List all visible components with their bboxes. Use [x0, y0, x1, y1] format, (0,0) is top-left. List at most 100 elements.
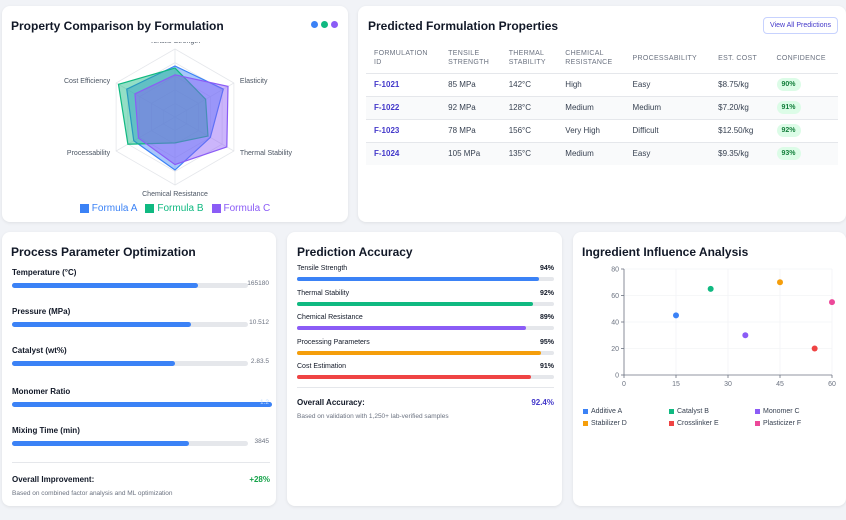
- legend-crosslinker-e: Crosslinker E: [669, 420, 755, 427]
- influence-scatter-chart: 0 20 40 60 80 0 15 30 45 60: [611, 267, 836, 389]
- table-cell: 85 MPa: [440, 72, 501, 96]
- legend-label: Plasticizer F: [763, 420, 802, 427]
- formulation-id-link[interactable]: F-1024: [366, 141, 441, 165]
- formulation-id-link[interactable]: F-1021: [366, 72, 441, 96]
- param-slider-track[interactable]: [12, 283, 248, 288]
- legend-label: Monomer C: [763, 408, 800, 415]
- accuracy-value: 91%: [539, 363, 554, 370]
- table-cell: Medium: [557, 95, 625, 119]
- radar-axis-label: Cost Efficiency: [64, 78, 111, 85]
- confidence-badge: 93%: [776, 147, 801, 161]
- table-header-row: FORMULATION ID TENSILE STRENGTH THERMAL STABI…: [366, 44, 838, 73]
- x-tick-label: 15: [672, 381, 680, 388]
- accuracy-bar-fill: [297, 375, 531, 379]
- param-slider-track[interactable]: [12, 361, 248, 366]
- param-slider-fill: [12, 361, 175, 366]
- legend-swatch: [755, 409, 760, 414]
- property-comparison-card: Property Comparison by Formulation Tensi…: [2, 6, 348, 222]
- legend-swatch: [755, 421, 760, 426]
- y-tick-label: 20: [611, 346, 619, 353]
- param-slider-track[interactable]: [12, 402, 272, 407]
- formulation-id-link[interactable]: F-1023: [366, 118, 441, 142]
- param-pressure-mpa: Pressure (MPa) 10.512: [12, 307, 272, 327]
- accuracy-bar-track: [297, 375, 554, 379]
- radar-axis-label: Tensile Strength: [150, 42, 200, 45]
- param-label: Pressure (MPa): [12, 307, 71, 316]
- table-row: F-1023 78 MPa 156°C Very High Difficult $12.5…: [366, 118, 838, 142]
- legend-formula-b: Formula B: [145, 203, 204, 214]
- influence-title: Ingredient Influence Analysis: [582, 245, 749, 259]
- table-cell: 90%: [768, 72, 838, 96]
- overall-accuracy: Overall Accuracy: 92.4% Based on validat…: [297, 398, 554, 420]
- accuracy-label: Cost Estimation: [297, 363, 347, 370]
- table-header-cell: THERMAL STABILITY: [508, 50, 546, 67]
- table-header-cell: TENSILE STRENGTH: [448, 50, 490, 67]
- param-slider-track[interactable]: [12, 322, 248, 327]
- param-value: 165180: [247, 280, 269, 287]
- accuracy-bar-fill: [297, 350, 542, 355]
- legend-label: Crosslinker E: [677, 420, 719, 427]
- accuracy-processing-parameters: Processing Parameters 95%: [297, 338, 554, 355]
- table-row: F-1022 92 MPa 128°C Medium Medium $7.20/kg 91%: [366, 95, 838, 119]
- radar-legend: Formula A Formula B Formula C: [2, 203, 348, 214]
- accuracy-bar-fill: [297, 326, 526, 330]
- improvement-label: Overall Improvement:: [12, 475, 95, 484]
- param-label: Catalyst (wt%): [12, 346, 67, 355]
- param-catalyst-wt: Catalyst (wt%) 2.83.5: [12, 346, 272, 366]
- param-mixing-time-min: Mixing Time (min) 3845: [12, 426, 272, 446]
- point-additive-a[interactable]: [673, 312, 679, 319]
- radar-axis-line: [174, 82, 235, 118]
- point-crosslinker-e[interactable]: [811, 345, 818, 352]
- param-label: Mixing Time (min): [12, 426, 80, 435]
- overall-accuracy-label: Overall Accuracy:: [297, 398, 365, 407]
- table-body: F-1021 85 MPa 142°C High Easy $8.75/kg 90% F-10…: [366, 72, 838, 165]
- param-slider-fill: [12, 283, 199, 288]
- overall-improvement: Overall Improvement: +28% Based on combi…: [12, 475, 270, 497]
- legend-swatch: [583, 409, 588, 414]
- table-cell: Medium: [624, 95, 711, 119]
- legend-swatch: [79, 204, 89, 213]
- legend-swatch: [669, 409, 674, 414]
- overall-accuracy-value: 92.4%: [531, 398, 554, 407]
- param-slider-track[interactable]: [12, 441, 248, 446]
- accuracy-bar-track: [297, 350, 554, 355]
- legend-formula-c: Formula C: [211, 203, 270, 214]
- accuracy-thermal-stability: Thermal Stability 92%: [297, 290, 554, 306]
- dot-blue: [311, 21, 318, 28]
- table-cell: $7.20/kg: [710, 95, 769, 119]
- param-slider-fill: [12, 402, 272, 407]
- confidence-badge: 90%: [776, 78, 801, 91]
- process-divider: [12, 462, 270, 463]
- accuracy-bar-track: [297, 326, 554, 330]
- process-optimization-card: Process Parameter Optimization Temperatu…: [2, 232, 276, 506]
- prediction-accuracy-card: Prediction Accuracy Tensile Strength 94% T…: [287, 232, 562, 506]
- point-monomer-c[interactable]: [742, 332, 749, 339]
- legend-additive-a: Additive A: [583, 408, 669, 415]
- legend-label: Formula B: [157, 203, 204, 214]
- formulation-id-link[interactable]: F-1022: [366, 95, 441, 119]
- ingredient-influence-card: Ingredient Influence Analysis 0 20 40 60 80 0…: [573, 232, 846, 506]
- view-all-predictions-button[interactable]: View All Predictions: [763, 17, 838, 34]
- accuracy-label: Chemical Resistance: [297, 314, 363, 321]
- table-cell: Difficult: [624, 118, 711, 142]
- accuracy-label: Processing Parameters: [297, 338, 370, 346]
- param-label: Temperature (°C): [12, 268, 77, 277]
- point-plasticizer-f[interactable]: [829, 299, 835, 306]
- x-tick-label: 45: [776, 381, 784, 388]
- radar-axis-label: Processability: [67, 150, 111, 157]
- point-stabilizer-d[interactable]: [777, 279, 783, 286]
- accuracy-label: Tensile Strength: [297, 265, 348, 272]
- legend-label: Formula A: [91, 203, 138, 214]
- table-cell: 135°C: [500, 141, 558, 165]
- param-temperature-c: Temperature (°C) 165180: [12, 268, 272, 288]
- table-header-cell: CONFIDENCE: [776, 54, 826, 62]
- table-header-cell: PROCESSABILITY: [632, 54, 698, 62]
- confidence-badge: 91%: [776, 101, 801, 114]
- improvement-value: +28%: [249, 475, 270, 484]
- table-cell: 128°C: [500, 95, 558, 119]
- table-cell: $12.50/kg: [710, 118, 769, 142]
- table-cell: $9.35/kg: [710, 141, 769, 165]
- radar-title: Property Comparison by Formulation: [11, 19, 224, 33]
- point-catalyst-b[interactable]: [707, 285, 714, 292]
- accuracy-cost-estimation: Cost Estimation 91%: [297, 363, 554, 379]
